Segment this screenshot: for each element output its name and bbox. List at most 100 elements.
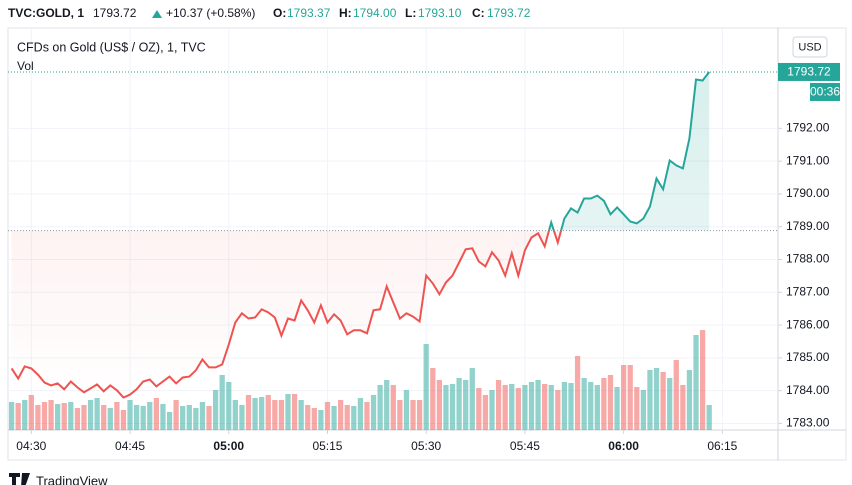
y-tick-label: 1785.00 bbox=[786, 350, 830, 364]
price-line-up bbox=[547, 71, 710, 231]
volume-bar bbox=[285, 394, 291, 430]
last-price-label: 1793.72 bbox=[787, 65, 831, 79]
volume-bar bbox=[627, 365, 633, 430]
open: 1793.37 bbox=[287, 6, 331, 20]
volume-bar bbox=[495, 380, 502, 430]
y-tick-label: 1788.00 bbox=[786, 252, 830, 266]
volume-bar bbox=[8, 402, 15, 430]
volume-bar bbox=[232, 400, 238, 430]
volume-bar bbox=[699, 330, 706, 430]
volume-bar bbox=[28, 395, 34, 430]
currency[interactable]: USD bbox=[798, 41, 821, 53]
volume-bar bbox=[278, 400, 285, 430]
volume-bar bbox=[160, 404, 166, 430]
x-tick-label: 05:30 bbox=[411, 439, 441, 453]
x-tick-label: 04:30 bbox=[16, 439, 46, 453]
y-tick-label: 1784.00 bbox=[786, 383, 830, 397]
volume-bar bbox=[166, 412, 173, 430]
volume-bar bbox=[245, 395, 252, 430]
last-price-tag bbox=[778, 62, 840, 81]
volume-bar bbox=[180, 406, 186, 430]
volume-bar bbox=[94, 398, 100, 430]
volume-bar bbox=[226, 382, 232, 430]
high-label: H: bbox=[339, 6, 352, 20]
volume-bar bbox=[186, 405, 192, 430]
volume-bar bbox=[502, 385, 508, 430]
volume-bar bbox=[48, 400, 54, 430]
volume-bar bbox=[35, 405, 41, 430]
chart-frame bbox=[7, 27, 847, 461]
volume-bar bbox=[68, 402, 74, 430]
change: +10.37 (+0.58%) bbox=[166, 6, 255, 20]
volume-bar bbox=[120, 410, 127, 430]
volume-bar bbox=[101, 405, 107, 430]
volume-bar bbox=[331, 406, 337, 430]
volume-bar bbox=[489, 390, 495, 430]
volume-bar bbox=[324, 402, 331, 430]
volume-bar bbox=[55, 404, 61, 430]
open-label: O: bbox=[273, 6, 286, 20]
volume-bar bbox=[173, 400, 179, 430]
volume-bar bbox=[528, 382, 535, 430]
volume-bar bbox=[706, 405, 712, 430]
volume-bar bbox=[469, 368, 475, 430]
x-tick-label: 05:00 bbox=[213, 439, 244, 453]
price-tags: 1793.72 00:36 bbox=[778, 62, 840, 101]
area-below bbox=[11, 230, 710, 398]
volume-bar bbox=[377, 385, 383, 430]
volume-bar bbox=[542, 384, 548, 430]
volume-bar bbox=[127, 400, 133, 430]
volume-bar bbox=[311, 408, 317, 430]
currency-button[interactable] bbox=[792, 36, 828, 58]
volume-bar bbox=[660, 372, 666, 430]
volume-legend: Vol bbox=[17, 59, 34, 73]
volume-bar bbox=[397, 400, 403, 430]
volume-bar bbox=[443, 385, 449, 430]
volume-bar bbox=[430, 368, 436, 430]
volume-bar bbox=[153, 398, 159, 430]
last-price: 1793.72 bbox=[93, 6, 137, 20]
volume-bar bbox=[22, 400, 28, 430]
volume-bar bbox=[338, 400, 344, 430]
volume-bar bbox=[206, 406, 212, 430]
up-arrow bbox=[152, 10, 162, 18]
volume-bar bbox=[298, 400, 304, 430]
x-tick-label: 06:15 bbox=[707, 439, 737, 453]
volume-bar bbox=[107, 408, 113, 430]
volume-bar bbox=[482, 395, 489, 430]
volume-pane bbox=[8, 330, 712, 430]
price-pane bbox=[8, 71, 778, 399]
volume-bar bbox=[403, 390, 410, 430]
volume-bar bbox=[588, 382, 594, 430]
volume-bar bbox=[522, 385, 528, 430]
volume-bar bbox=[686, 370, 693, 430]
low: 1793.10 bbox=[418, 6, 462, 20]
volume-bar bbox=[259, 397, 265, 430]
y-tick-label: 1791.00 bbox=[786, 153, 830, 167]
volume-bar bbox=[515, 388, 521, 430]
volume-bar bbox=[423, 344, 429, 430]
price-line-down bbox=[10, 230, 563, 399]
volume-bar bbox=[561, 382, 568, 430]
volume-bar bbox=[634, 387, 640, 430]
volume-bar bbox=[416, 400, 423, 430]
volume-bar bbox=[219, 375, 225, 430]
volume-bar bbox=[653, 368, 660, 430]
axes: 1783.00 1784.00 1785.00 1786.00 1787.00 1788.… bbox=[16, 121, 829, 454]
volume-bar bbox=[509, 384, 515, 430]
close-label: C: bbox=[472, 6, 485, 20]
high: 1794.00 bbox=[353, 6, 397, 20]
volume-bar bbox=[614, 387, 620, 430]
volume-bar bbox=[594, 385, 600, 430]
volume-bar bbox=[581, 378, 587, 430]
area-above bbox=[548, 72, 710, 231]
volume-bar bbox=[41, 402, 48, 430]
y-tick-label: 1786.00 bbox=[786, 317, 830, 331]
volume-bar bbox=[390, 385, 396, 430]
volume-bar bbox=[535, 380, 541, 430]
y-tick-label: 1783.00 bbox=[786, 416, 830, 430]
volume-bar bbox=[555, 390, 561, 430]
volume-bar bbox=[305, 405, 311, 430]
volume-bar bbox=[693, 335, 699, 430]
